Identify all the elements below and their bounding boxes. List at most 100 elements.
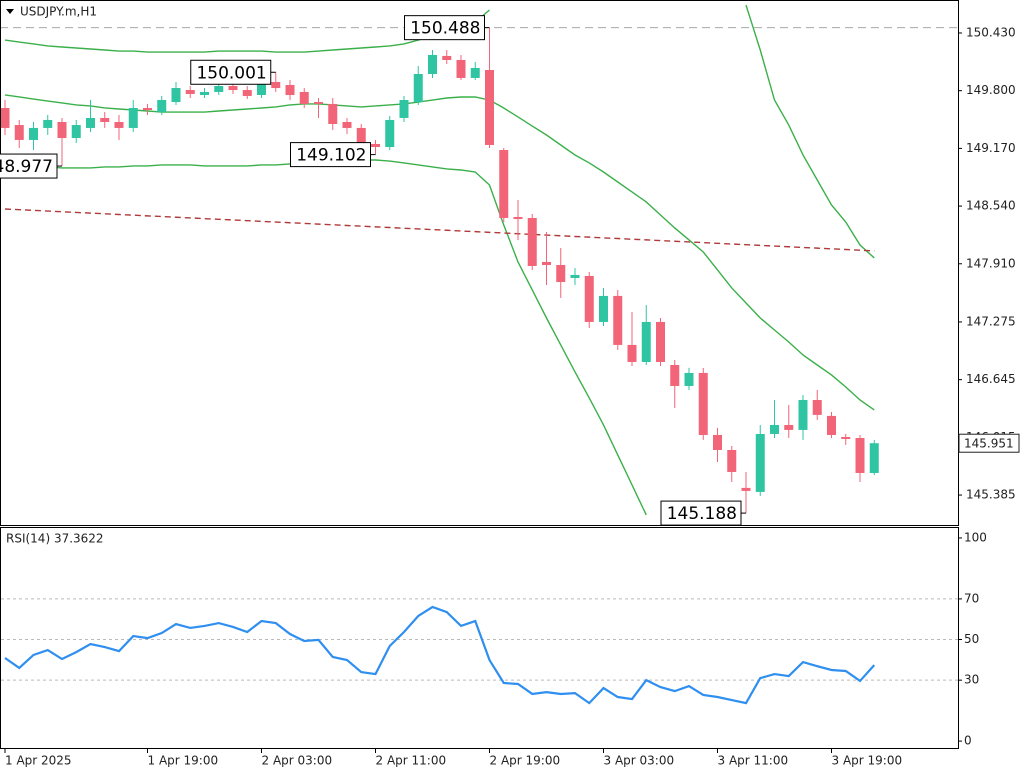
overlay: 150.488 150.001 149.102 148.977 145.188 150.4… [0, 15, 1020, 768]
candle-body [827, 415, 836, 435]
candle-body [713, 434, 722, 450]
candle-body [342, 121, 352, 128]
y-tick-label: 150.430 [966, 25, 1016, 39]
candle-body [242, 90, 252, 96]
main-panel [0, 0, 959, 526]
swing-label-box [404, 15, 485, 41]
candle-body [371, 143, 380, 148]
candle-body [556, 264, 566, 283]
candle-body [456, 59, 466, 78]
swing-label-box [290, 142, 371, 168]
rsi-panel [0, 527, 959, 749]
swing-label-box [0, 153, 58, 179]
candle-body [299, 91, 309, 104]
candle-body [442, 55, 452, 60]
y-tick-label: 147.275 [966, 314, 1016, 328]
candle-body [228, 86, 238, 91]
candle-body [527, 217, 537, 266]
candle-body [613, 295, 623, 345]
main-plot [1, 4, 958, 516]
y-tick-label: 148.540 [966, 199, 1016, 213]
x-tick-label: 2 Apr 11:00 [376, 754, 447, 768]
y-tick-label: 147.910 [966, 256, 1016, 270]
candle-body [798, 399, 808, 430]
candle-body [499, 150, 509, 218]
rsi-tick-label: 100 [964, 530, 987, 544]
rsi-tick-label: 0 [964, 734, 972, 748]
candle-body [271, 81, 281, 89]
candle-body [157, 100, 167, 113]
candle-body [741, 487, 751, 491]
swing-label-box [190, 59, 272, 85]
candle-body [114, 121, 124, 128]
candle-body [29, 127, 38, 140]
candle-body [570, 274, 580, 278]
swing-label: 145.188 [667, 504, 737, 524]
last-price-box [958, 433, 1020, 453]
candle-body [257, 81, 266, 95]
candle-body [385, 119, 395, 148]
candle-body [855, 437, 865, 473]
y-tick-label: 146.645 [966, 372, 1016, 386]
x-tick-label: 3 Apr 03:00 [604, 754, 675, 768]
candle-body [755, 433, 765, 492]
rsi-tick-label: 50 [964, 632, 979, 646]
candle-body [356, 127, 366, 144]
candle-body [841, 436, 851, 439]
candle-body [100, 117, 110, 122]
rsi-tick-label: 30 [964, 673, 979, 687]
last-price-label: 145.951 [964, 437, 1014, 451]
candle-body [470, 67, 480, 78]
candle-body [185, 90, 195, 94]
x-tick-label: 2 Apr 03:00 [262, 754, 333, 768]
symbol-menu-icon[interactable] [6, 9, 14, 14]
candle-body [1, 107, 10, 128]
band-line [4, 4, 875, 259]
x-tick-label: 3 Apr 11:00 [718, 754, 789, 768]
x-tick-label: 1 Apr 2025 [5, 754, 72, 768]
candle-body [784, 424, 794, 430]
moving-average [4, 208, 875, 252]
swing-label: 148.977 [0, 157, 53, 177]
candle-body [328, 103, 338, 125]
rsi-line [4, 605, 876, 705]
candle-body [14, 125, 24, 140]
candle-body [314, 102, 323, 104]
y-tick-label: 149.800 [966, 83, 1016, 97]
candle-body [128, 107, 138, 128]
candle-body [627, 344, 637, 362]
candle-body [542, 261, 551, 265]
candle-body [727, 449, 737, 472]
rsi-tick-label: 70 [964, 591, 979, 605]
candle-body [413, 74, 423, 103]
candle-body [57, 121, 67, 139]
candle-body [485, 69, 494, 145]
y-tick-label: 149.170 [966, 141, 1016, 155]
y-tick-label: 145.385 [966, 488, 1016, 502]
candle-body [698, 372, 708, 435]
chart-title: USDJPY.m,H1 [20, 5, 97, 19]
candle-body [143, 107, 152, 111]
candle-body [513, 216, 523, 219]
candle-body [43, 119, 53, 128]
swing-label: 150.001 [196, 63, 266, 83]
candle-body [599, 295, 608, 322]
candle-body [428, 54, 437, 75]
candle-body [71, 125, 81, 139]
candle-body [670, 364, 680, 386]
candle-body [86, 117, 95, 128]
rsi-plot [1, 598, 958, 705]
swing-label: 150.488 [410, 19, 480, 39]
rsi-title: RSI(14) 37.3622 [6, 532, 104, 546]
candle-body [869, 443, 879, 473]
candle-body [812, 399, 822, 415]
x-tick-label: 1 Apr 19:00 [148, 754, 219, 768]
candle-body [684, 372, 694, 386]
candle-body [285, 84, 295, 95]
candle-body [656, 321, 665, 362]
candle-body [171, 88, 181, 103]
candle-body [641, 321, 651, 362]
candle-body [214, 86, 224, 92]
